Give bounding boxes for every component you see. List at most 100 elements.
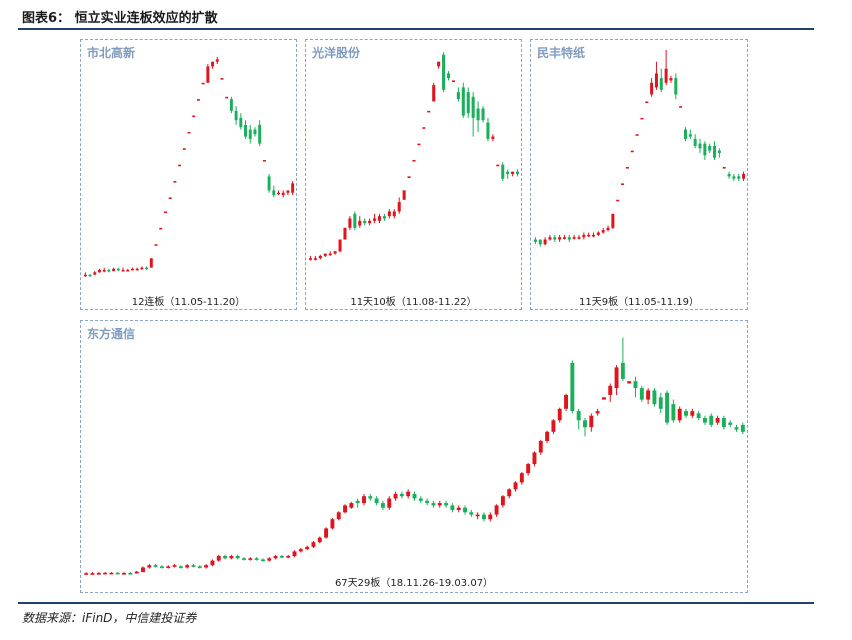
candle xyxy=(679,106,683,108)
candle xyxy=(112,267,116,272)
candle-body xyxy=(463,507,467,513)
candle-body xyxy=(698,143,702,149)
candle-body xyxy=(135,268,139,271)
candle xyxy=(248,124,252,144)
candle xyxy=(239,113,243,130)
candle xyxy=(267,174,271,193)
candle xyxy=(601,397,606,400)
candle xyxy=(526,462,531,476)
candle xyxy=(639,385,644,402)
candle xyxy=(506,169,510,179)
candle-body xyxy=(601,230,605,233)
candle-body xyxy=(392,211,396,217)
candle-body xyxy=(353,213,357,228)
candle xyxy=(96,572,101,575)
panel-3-caption: 11天9板（11.05-11.19） xyxy=(579,297,699,308)
candle xyxy=(437,500,442,508)
candle-body xyxy=(501,164,505,179)
candle xyxy=(311,541,316,548)
candle xyxy=(511,171,515,177)
candle xyxy=(159,565,164,569)
candle xyxy=(197,565,202,569)
candle-body xyxy=(98,269,101,273)
candle-body xyxy=(141,567,145,573)
candle-body xyxy=(406,491,411,497)
candle-body xyxy=(393,493,398,499)
candle-body xyxy=(444,503,449,506)
candle-body xyxy=(688,134,692,137)
candle xyxy=(708,143,712,153)
candle xyxy=(596,231,600,237)
candle-body xyxy=(254,558,259,560)
candle xyxy=(348,216,352,231)
candle xyxy=(633,376,638,398)
candle xyxy=(317,536,322,544)
candle xyxy=(343,504,348,514)
candle-body xyxy=(432,85,436,102)
candle-body xyxy=(640,117,644,120)
candle-body xyxy=(708,145,712,151)
candle-body xyxy=(570,362,575,412)
candle xyxy=(273,554,278,560)
candle xyxy=(121,267,125,272)
candle-body xyxy=(377,216,382,221)
candle xyxy=(272,185,276,198)
candle-body xyxy=(96,573,101,575)
candle-body xyxy=(102,269,106,272)
candle xyxy=(215,57,219,65)
candle-body xyxy=(621,183,625,185)
candle xyxy=(627,381,632,384)
candle-body xyxy=(115,572,120,575)
candle-body xyxy=(201,82,205,85)
candle xyxy=(450,503,455,513)
candle xyxy=(248,557,253,561)
candle-body xyxy=(548,237,552,240)
candle xyxy=(727,171,731,179)
candle xyxy=(551,419,556,435)
candle-body xyxy=(355,500,360,504)
panel-1: 市北高新 12连板（11.05-11.20） xyxy=(80,39,297,310)
candle xyxy=(397,197,401,214)
candle xyxy=(608,383,613,402)
panel-1-plot xyxy=(83,57,295,277)
candle xyxy=(93,271,97,276)
candle-body xyxy=(191,565,196,567)
candle-body xyxy=(223,556,228,559)
candle-body xyxy=(196,99,200,101)
candle xyxy=(587,232,591,238)
candle-body xyxy=(702,418,707,423)
candle-body xyxy=(173,181,177,183)
candle-body xyxy=(671,404,676,421)
candle xyxy=(343,227,347,240)
candle xyxy=(652,388,657,407)
candle xyxy=(412,159,416,162)
candle-body xyxy=(614,367,619,389)
candle-body xyxy=(412,493,417,499)
candle-body xyxy=(172,565,177,567)
candle xyxy=(126,268,130,272)
candle-body xyxy=(645,101,649,104)
candle xyxy=(191,564,196,568)
panel-3-name: 民丰特纸 xyxy=(537,46,586,60)
candle-body xyxy=(382,216,386,219)
candle xyxy=(149,258,153,268)
candle xyxy=(98,268,101,273)
candle-body xyxy=(88,274,92,277)
candle-body xyxy=(324,528,329,538)
candle-body xyxy=(145,267,149,270)
candle-body xyxy=(262,159,266,162)
candle-body xyxy=(313,258,317,260)
candle xyxy=(620,337,625,382)
candle-body xyxy=(402,190,406,200)
candle-body xyxy=(461,87,465,116)
candle-body xyxy=(358,220,362,226)
candle-body xyxy=(380,503,385,508)
candle xyxy=(279,554,284,559)
candle-body xyxy=(532,452,537,464)
candle xyxy=(406,489,411,499)
candle xyxy=(262,159,266,162)
candle-body xyxy=(211,61,215,67)
candle-body xyxy=(153,565,158,567)
candle xyxy=(650,78,654,97)
candle-body xyxy=(166,566,171,568)
